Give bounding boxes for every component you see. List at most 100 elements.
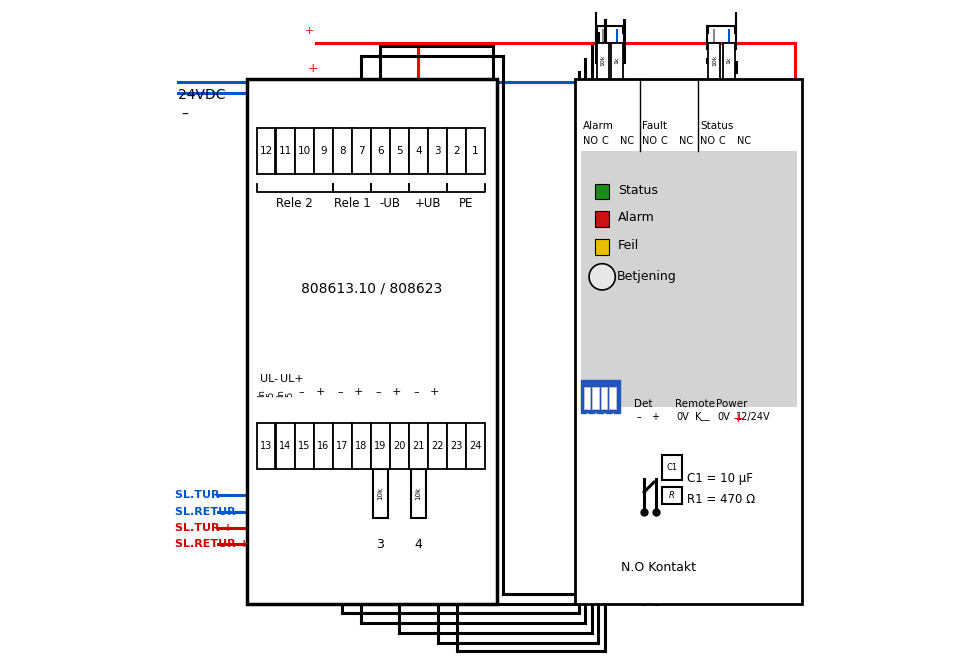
Text: 10k: 10k — [711, 55, 716, 66]
Bar — [315, 128, 332, 174]
Text: Status: Status — [618, 184, 658, 197]
Text: +: + — [308, 62, 319, 75]
Text: C1 = 10 μF: C1 = 10 μF — [687, 472, 753, 485]
Text: 7: 7 — [358, 146, 365, 156]
Text: +: + — [392, 387, 402, 397]
Text: +: + — [354, 387, 364, 397]
Text: 9: 9 — [320, 146, 326, 156]
Text: 10k: 10k — [416, 487, 421, 501]
Bar — [315, 423, 332, 469]
Bar — [371, 423, 390, 469]
Bar — [612, 43, 623, 79]
Text: 0V: 0V — [676, 412, 689, 422]
Text: 1: 1 — [472, 146, 479, 156]
Bar — [410, 423, 427, 469]
Text: SL.RETUR +: SL.RETUR + — [175, 539, 249, 550]
Text: NO: NO — [642, 136, 658, 146]
Text: 12: 12 — [260, 146, 272, 156]
Text: –: – — [413, 387, 418, 397]
Bar — [276, 423, 295, 469]
Text: 15: 15 — [298, 441, 311, 451]
Text: 23: 23 — [451, 441, 463, 451]
Text: In: In — [276, 389, 285, 397]
Text: 4: 4 — [415, 538, 422, 551]
Text: 4: 4 — [416, 146, 421, 156]
Bar — [597, 43, 609, 79]
Text: 0V: 0V — [717, 412, 730, 422]
Text: 3: 3 — [434, 146, 441, 156]
Text: +: + — [430, 387, 440, 397]
Text: NC: NC — [620, 136, 634, 146]
Text: 20: 20 — [393, 441, 406, 451]
Bar — [595, 184, 610, 199]
Text: NO: NO — [700, 136, 715, 146]
Text: 14: 14 — [279, 441, 291, 451]
Text: Power: Power — [716, 399, 748, 409]
Bar — [584, 387, 590, 409]
Text: –: – — [337, 387, 343, 397]
Text: 24: 24 — [469, 441, 482, 451]
Bar — [352, 423, 370, 469]
Text: 10k: 10k — [377, 487, 383, 501]
Text: 21: 21 — [413, 441, 424, 451]
Bar — [257, 128, 275, 174]
Bar — [709, 43, 720, 79]
Text: C: C — [602, 136, 609, 146]
Text: In: In — [257, 389, 267, 397]
Text: SL.TUR +: SL.TUR + — [175, 523, 232, 533]
Bar — [247, 79, 497, 604]
Text: C: C — [718, 136, 725, 146]
Text: 19: 19 — [374, 441, 386, 451]
Text: 5: 5 — [267, 392, 275, 397]
Bar — [595, 211, 610, 227]
Text: +: + — [305, 26, 315, 36]
Bar — [466, 128, 485, 174]
Text: Alarm: Alarm — [618, 211, 655, 224]
Text: Fault: Fault — [642, 121, 667, 131]
Text: 12/24V: 12/24V — [736, 412, 770, 422]
Text: –: – — [181, 108, 188, 122]
Bar — [595, 239, 610, 255]
Text: 5: 5 — [396, 146, 403, 156]
Bar — [447, 128, 465, 174]
Text: +UB: +UB — [415, 197, 441, 211]
Bar — [723, 43, 735, 79]
Bar — [372, 469, 388, 518]
Text: UL+: UL+ — [280, 374, 304, 384]
Text: R: R — [668, 491, 674, 500]
Text: 11: 11 — [278, 146, 292, 156]
Text: –: – — [636, 412, 641, 422]
Bar — [601, 387, 608, 409]
Bar — [390, 423, 409, 469]
Text: +: + — [651, 412, 659, 422]
Text: +: + — [317, 387, 325, 397]
Text: NC: NC — [737, 136, 751, 146]
Text: 17: 17 — [336, 441, 349, 451]
Text: N.O Kontakt: N.O Kontakt — [621, 561, 696, 574]
Text: K: K — [695, 412, 701, 422]
Text: 18: 18 — [356, 441, 368, 451]
Bar — [592, 387, 599, 409]
Text: 4: 4 — [611, 413, 614, 418]
Text: Betjening: Betjening — [616, 270, 676, 283]
Bar — [466, 423, 485, 469]
Text: 2: 2 — [594, 413, 598, 418]
Bar — [428, 423, 447, 469]
Text: 10: 10 — [298, 146, 311, 156]
Text: 2: 2 — [453, 146, 460, 156]
Bar — [410, 128, 427, 174]
Text: SL.TUR -: SL.TUR - — [175, 490, 228, 501]
Bar — [662, 487, 681, 504]
Bar — [295, 423, 314, 469]
Text: 5: 5 — [285, 392, 294, 397]
Text: ––: –– — [700, 415, 710, 425]
Text: -UB: -UB — [379, 197, 401, 211]
Text: 13: 13 — [260, 441, 272, 451]
Text: C1: C1 — [666, 463, 677, 472]
Text: –: – — [299, 387, 305, 397]
Bar — [580, 151, 797, 407]
Text: NC: NC — [679, 136, 693, 146]
Bar — [447, 423, 465, 469]
Text: SL.RETUR -: SL.RETUR - — [175, 506, 244, 517]
Text: NO: NO — [583, 136, 598, 146]
